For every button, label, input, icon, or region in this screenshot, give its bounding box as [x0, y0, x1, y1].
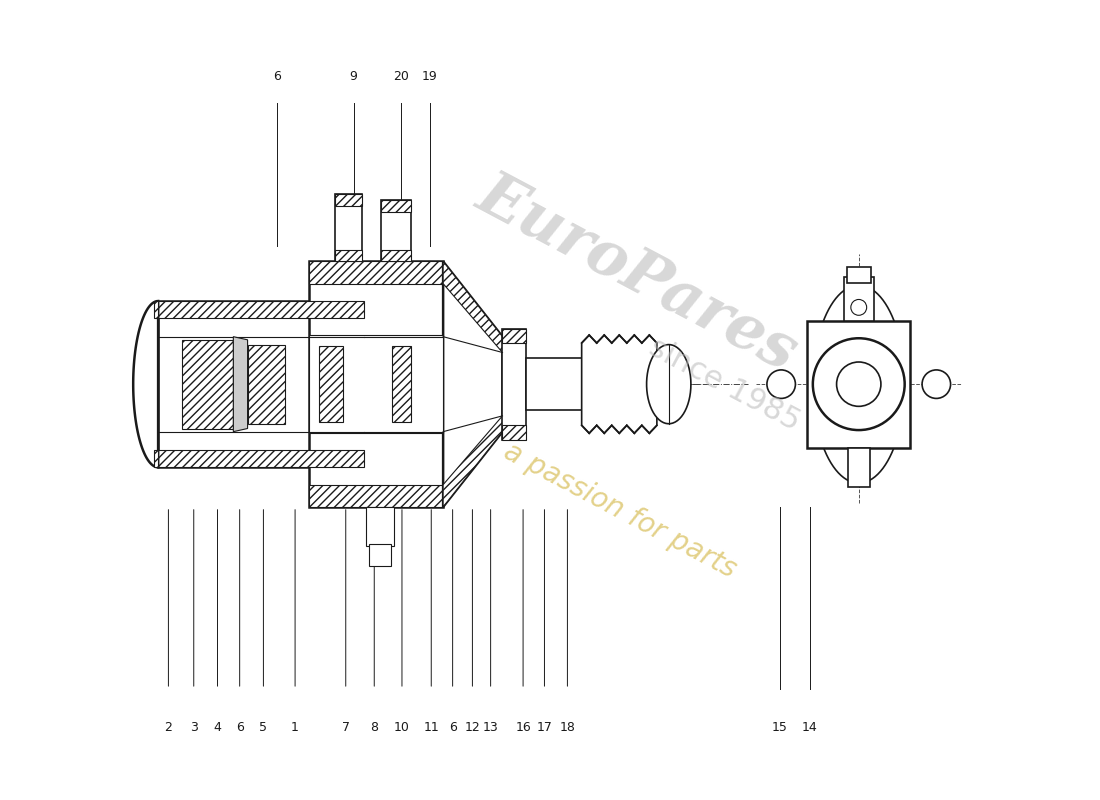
Bar	[844, 278, 873, 321]
Polygon shape	[334, 250, 362, 262]
Text: 3: 3	[190, 721, 198, 734]
Bar	[308, 262, 443, 507]
Polygon shape	[582, 335, 657, 434]
Text: 18: 18	[560, 721, 575, 734]
Text: 8: 8	[371, 721, 378, 734]
Text: 9: 9	[350, 70, 358, 83]
Polygon shape	[503, 426, 526, 439]
Bar	[392, 346, 411, 422]
Text: 6: 6	[273, 70, 280, 83]
Polygon shape	[443, 416, 503, 507]
Polygon shape	[382, 200, 411, 211]
Text: 4: 4	[213, 721, 221, 734]
Bar	[807, 321, 910, 447]
Text: 1: 1	[292, 721, 299, 734]
Polygon shape	[813, 286, 904, 483]
Text: 14: 14	[802, 721, 817, 734]
Bar	[848, 447, 870, 487]
Polygon shape	[154, 450, 158, 467]
Circle shape	[850, 299, 867, 315]
Bar	[382, 200, 411, 262]
Polygon shape	[233, 337, 248, 432]
Bar	[334, 194, 362, 262]
Polygon shape	[158, 301, 364, 318]
Bar	[248, 345, 285, 424]
Polygon shape	[154, 301, 158, 318]
Bar	[526, 358, 582, 410]
Text: 6: 6	[449, 721, 456, 734]
Polygon shape	[334, 194, 362, 206]
Bar	[503, 329, 526, 439]
Circle shape	[837, 362, 881, 406]
Polygon shape	[443, 262, 503, 507]
Polygon shape	[133, 301, 158, 467]
Polygon shape	[647, 345, 691, 424]
Text: 2: 2	[165, 721, 173, 734]
Bar	[158, 301, 364, 467]
Text: 7: 7	[342, 721, 350, 734]
Text: a passion for parts: a passion for parts	[498, 438, 740, 584]
Text: 16: 16	[515, 721, 531, 734]
Text: 6: 6	[235, 721, 243, 734]
Text: 19: 19	[421, 70, 438, 83]
Text: 13: 13	[483, 721, 498, 734]
Polygon shape	[308, 485, 443, 507]
Text: 15: 15	[771, 721, 788, 734]
Circle shape	[813, 338, 904, 430]
Circle shape	[767, 370, 795, 398]
Polygon shape	[443, 262, 503, 353]
Text: 20: 20	[393, 70, 409, 83]
Bar	[365, 507, 394, 546]
Bar	[319, 346, 342, 422]
Text: EuroPares: EuroPares	[466, 164, 807, 383]
Text: since 1985: since 1985	[644, 332, 804, 436]
Polygon shape	[382, 250, 411, 262]
Circle shape	[922, 370, 950, 398]
Bar	[182, 340, 233, 429]
Bar	[308, 335, 443, 434]
Polygon shape	[503, 329, 526, 343]
Polygon shape	[158, 450, 364, 467]
Bar	[368, 544, 390, 566]
Text: 10: 10	[394, 721, 410, 734]
Text: 12: 12	[464, 721, 481, 734]
Polygon shape	[308, 262, 443, 284]
Bar	[847, 267, 870, 283]
Text: 17: 17	[537, 721, 552, 734]
Text: 5: 5	[260, 721, 267, 734]
Text: 11: 11	[424, 721, 439, 734]
